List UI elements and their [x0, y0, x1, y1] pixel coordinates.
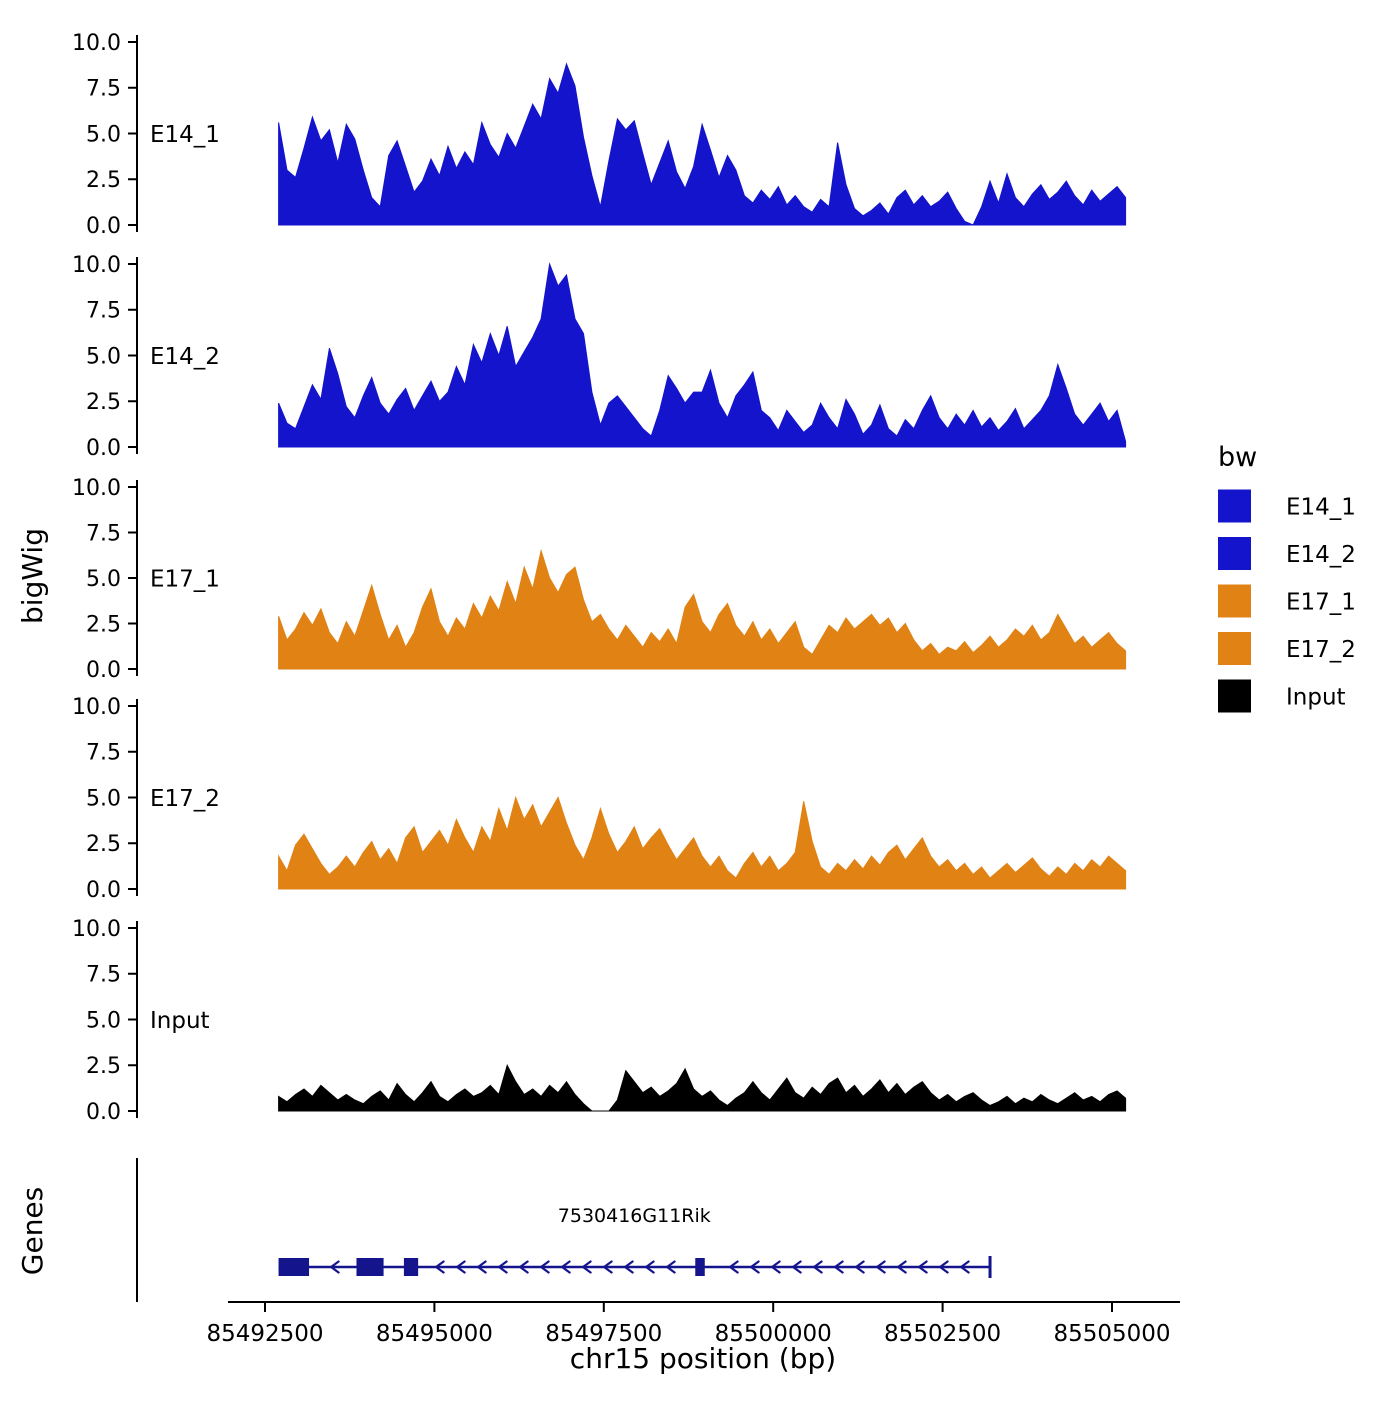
strand-arrow-left-icon	[624, 1260, 634, 1274]
panel-E17_2: 0.0 2.5 5.0 7.5 10.0 E17_2	[72, 695, 1127, 903]
track-label-E17_2: E17_2	[150, 786, 220, 812]
legend-entries: E14_1 E14_2 E17_1 E17_2 Input	[1218, 489, 1356, 713]
strand-arrow-left-icon	[603, 1260, 613, 1274]
strand-arrow-left-icon	[813, 1260, 823, 1274]
legend: bw E14_1 E14_2 E17_1 E17_2 Input	[1218, 442, 1356, 713]
y-axis-title: bigWig	[16, 528, 49, 624]
y-tick-label: 5.0	[86, 122, 121, 147]
y-tick-label: 2.5	[86, 612, 121, 637]
legend-swatch-E17_1	[1218, 584, 1251, 618]
y-tick-label: 0.0	[86, 1100, 121, 1125]
x-tick-label: 85502500	[884, 1321, 1001, 1347]
y-tick-label: 10.0	[72, 476, 121, 501]
y-tick-label: 2.5	[86, 832, 121, 857]
strand-arrow-left-icon	[750, 1260, 760, 1274]
strand-arrow-left-icon	[582, 1260, 592, 1274]
y-tick-label: 7.5	[86, 741, 121, 766]
coverage-area-Input	[278, 1063, 1127, 1112]
coverage-area-E17_2	[278, 795, 1127, 890]
strand-arrow-left-icon	[855, 1260, 865, 1274]
y-tick-label: 10.0	[72, 695, 121, 720]
strand-arrow-left-icon	[456, 1260, 466, 1274]
legend-swatch-Input	[1218, 679, 1251, 713]
gene-exon-1	[278, 1258, 310, 1276]
strand-arrow-left-icon	[540, 1260, 550, 1274]
strand-arrow-left-icon	[918, 1260, 928, 1274]
y-tick-label: 5.0	[86, 567, 121, 592]
y-tick-label: 5.0	[86, 786, 121, 811]
x-tick-label: 85500000	[715, 1321, 832, 1347]
strand-arrow-left-icon	[498, 1260, 508, 1274]
x-tick-label: 85505000	[1053, 1321, 1170, 1347]
legend-label-E17_2: E17_2	[1286, 637, 1356, 663]
x-tick-label: 85492500	[206, 1321, 323, 1347]
strand-arrow-left-icon	[939, 1260, 949, 1274]
y-tick-label: 10.0	[72, 917, 121, 942]
panel-E14_1: 0.0 2.5 5.0 7.5 10.0 E14_1	[72, 31, 1127, 239]
y-tick-label: 0.0	[86, 878, 121, 903]
y-tick-label: 0.0	[86, 658, 121, 683]
x-axis: 85492500 85495000 85497500 85500000 85502500…	[206, 1301, 1180, 1347]
strand-arrow-left-icon	[330, 1260, 340, 1274]
strand-arrow-left-icon	[435, 1260, 445, 1274]
legend-label-E14_1: E14_1	[1286, 494, 1356, 520]
strand-arrow-left-icon	[519, 1260, 529, 1274]
gene-track	[136, 1158, 992, 1302]
y-tick-label: 7.5	[86, 521, 121, 546]
strand-arrow-left-icon	[897, 1260, 907, 1274]
strand-arrow-left-icon	[876, 1260, 886, 1274]
coverage-area-E14_1	[278, 62, 1127, 226]
legend-label-E14_2: E14_2	[1286, 542, 1356, 568]
y-tick-label: 5.0	[86, 1008, 121, 1033]
panel-Input: 0.0 2.5 5.0 7.5 10.0 Input	[72, 917, 1127, 1125]
strand-arrow-left-icon	[477, 1260, 487, 1274]
gene-exon-2	[356, 1258, 384, 1276]
x-tick-label: 85497500	[545, 1321, 662, 1347]
x-tick-label: 85495000	[376, 1321, 493, 1347]
strand-arrow-left-icon	[792, 1260, 802, 1274]
x-axis-title: chr15 position (bp)	[570, 1342, 836, 1375]
y-tick-label: 2.5	[86, 1054, 121, 1079]
coverage-area-E17_1	[278, 548, 1127, 670]
coverage-area-E14_2	[278, 262, 1127, 448]
y-tick-label: 2.5	[86, 168, 121, 193]
legend-title: bw	[1218, 442, 1257, 473]
legend-swatch-E14_1	[1218, 489, 1251, 523]
strand-arrow-left-icon	[834, 1260, 844, 1274]
y-tick-label: 10.0	[72, 253, 121, 278]
coverage-tracks: 0.0 2.5 5.0 7.5 10.0 E14_1 0.0 2.5 5.0 7.5 10.0 E14…	[72, 31, 1127, 1125]
track-label-Input: Input	[150, 1008, 210, 1034]
track-label-E14_1: E14_1	[150, 122, 220, 148]
panel-E17_1: 0.0 2.5 5.0 7.5 10.0 E17_1	[72, 476, 1127, 683]
legend-swatch-E17_2	[1218, 632, 1251, 665]
track-label-E14_2: E14_2	[150, 344, 220, 370]
genes-axis-title: Genes	[16, 1187, 49, 1275]
strand-arrow-left-icon	[666, 1260, 676, 1274]
gene-exon-4	[695, 1258, 705, 1276]
y-tick-label: 0.0	[86, 436, 121, 461]
track-label-E17_1: E17_1	[150, 566, 220, 592]
y-tick-label: 2.5	[86, 390, 121, 415]
strand-arrow-left-icon	[729, 1260, 739, 1274]
y-tick-label: 0.0	[86, 214, 121, 239]
gene-name-label: 7530416G11Rik	[558, 1205, 711, 1227]
y-tick-label: 7.5	[86, 963, 121, 988]
y-tick-label: 5.0	[86, 344, 121, 369]
strand-arrow-left-icon	[645, 1260, 655, 1274]
strand-arrow-left-icon	[960, 1260, 970, 1274]
panel-E14_2: 0.0 2.5 5.0 7.5 10.0 E14_2	[72, 253, 1127, 461]
y-tick-label: 7.5	[86, 77, 121, 102]
gene-exon-3	[403, 1258, 419, 1276]
y-tick-label: 7.5	[86, 299, 121, 324]
legend-swatch-E14_2	[1218, 537, 1251, 570]
legend-label-E17_1: E17_1	[1286, 589, 1356, 615]
y-tick-label: 10.0	[72, 31, 121, 56]
legend-label-Input: Input	[1286, 684, 1346, 710]
strand-arrow-left-icon	[561, 1260, 571, 1274]
strand-arrow-left-icon	[771, 1260, 781, 1274]
